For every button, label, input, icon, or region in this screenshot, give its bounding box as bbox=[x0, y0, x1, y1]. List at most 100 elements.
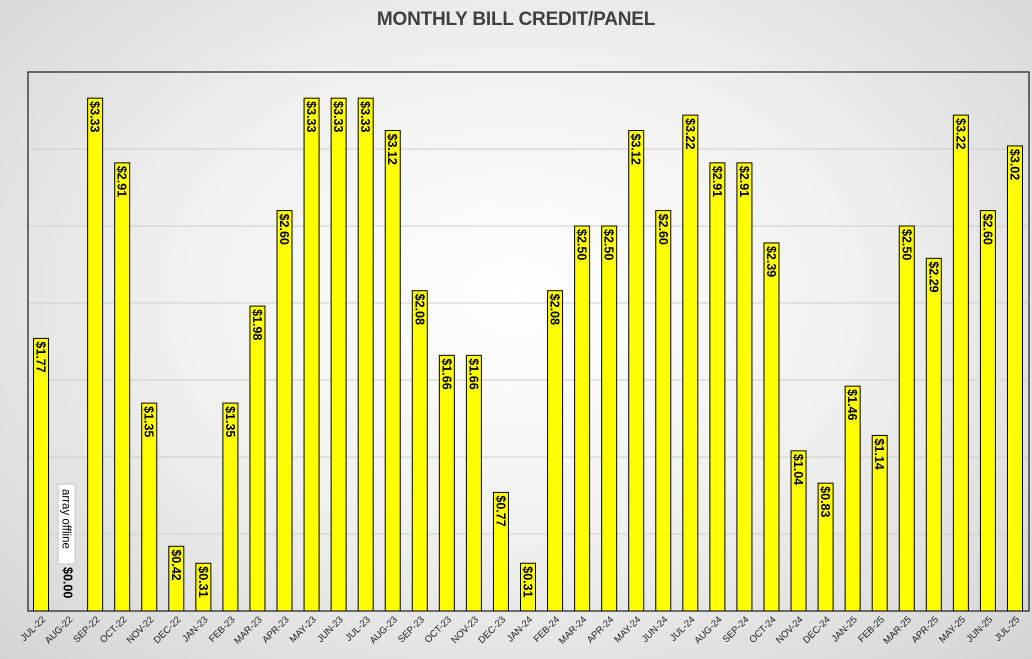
data-label: $2.91 bbox=[710, 166, 724, 197]
annotation-box bbox=[57, 483, 76, 565]
bar bbox=[1006, 145, 1023, 612]
bar bbox=[952, 114, 969, 612]
data-label: $2.50 bbox=[602, 229, 616, 260]
data-label: $3.12 bbox=[629, 134, 643, 165]
bar bbox=[898, 225, 915, 612]
data-label: $1.46 bbox=[845, 389, 859, 420]
bar bbox=[736, 162, 753, 612]
bar bbox=[465, 354, 482, 612]
data-label: $2.60 bbox=[277, 214, 291, 245]
x-tick-label: JAN-23 bbox=[180, 614, 210, 644]
x-tick-label: JUN-24 bbox=[640, 614, 671, 645]
data-label: $1.35 bbox=[142, 406, 156, 437]
plot-area-border bbox=[27, 71, 1030, 612]
x-tick-label: MAY-25 bbox=[937, 614, 968, 645]
x-tick-label: AUG-24 bbox=[692, 614, 724, 646]
x-tick-label: NOV-23 bbox=[449, 614, 481, 646]
data-label: $2.50 bbox=[899, 229, 913, 260]
bar bbox=[33, 337, 50, 612]
data-label: $1.35 bbox=[223, 406, 237, 437]
x-tick-label: MAY-23 bbox=[288, 614, 319, 645]
bar bbox=[547, 290, 564, 612]
x-tick-label: DEC-22 bbox=[152, 614, 184, 646]
bar bbox=[655, 210, 672, 612]
data-label: $0.83 bbox=[818, 486, 832, 517]
data-label: $2.39 bbox=[764, 246, 778, 277]
x-tick-label: DEC-23 bbox=[476, 614, 508, 646]
x-tick-label: MAR-24 bbox=[557, 614, 589, 646]
data-label: $1.77 bbox=[34, 341, 48, 372]
bar bbox=[979, 210, 996, 612]
bars bbox=[33, 97, 1023, 612]
x-tick-label: JUN-23 bbox=[315, 614, 346, 645]
x-tick-label: SEP-24 bbox=[721, 614, 752, 645]
x-tick-label: AUG-22 bbox=[43, 614, 75, 646]
x-tick-label: NOV-24 bbox=[774, 614, 806, 646]
bar bbox=[438, 354, 455, 612]
x-tick-label: SEP-22 bbox=[71, 614, 102, 645]
bar bbox=[411, 290, 428, 612]
data-label: $2.91 bbox=[115, 166, 129, 197]
data-label: $2.08 bbox=[548, 294, 562, 325]
x-tick-label: JAN-25 bbox=[830, 614, 860, 644]
data-label: $0.31 bbox=[521, 566, 535, 597]
data-label: $1.14 bbox=[872, 438, 886, 469]
gridlines bbox=[28, 148, 1029, 535]
data-label: $3.22 bbox=[953, 118, 967, 149]
data-label: $1.66 bbox=[466, 358, 480, 389]
annotations: array offline bbox=[57, 483, 76, 565]
bar bbox=[276, 210, 293, 612]
bar bbox=[330, 97, 347, 612]
data-label: $3.33 bbox=[88, 101, 102, 132]
data-label: $3.22 bbox=[683, 118, 697, 149]
x-tick-label: AUG-23 bbox=[368, 614, 400, 646]
data-label: $2.29 bbox=[926, 261, 940, 292]
bar bbox=[709, 162, 726, 612]
data-label: $3.12 bbox=[385, 134, 399, 165]
data-label: $3.33 bbox=[331, 101, 345, 132]
bar bbox=[303, 97, 320, 612]
data-label: $1.98 bbox=[250, 309, 264, 340]
x-tick-label: DEC-24 bbox=[801, 614, 833, 646]
bar bbox=[114, 162, 131, 612]
x-tick-label: MAY-24 bbox=[612, 614, 643, 645]
bar bbox=[682, 114, 699, 612]
bar bbox=[384, 130, 401, 612]
data-label: $2.08 bbox=[412, 294, 426, 325]
data-label: $3.33 bbox=[304, 101, 318, 132]
data-label: $0.31 bbox=[196, 566, 210, 597]
x-tick-label: JAN-24 bbox=[505, 614, 535, 644]
bar bbox=[574, 225, 591, 612]
x-tick-label: OCT-24 bbox=[747, 614, 778, 645]
data-label: $0.00 bbox=[61, 567, 75, 598]
data-label: $3.33 bbox=[358, 101, 372, 132]
annotation-text: array offline bbox=[60, 489, 72, 549]
data-labels: $1.77 $0.00 $3.33 $2.91 $1.35 $0.42 $0.31 $1.35… bbox=[34, 101, 1022, 598]
data-label: $1.66 bbox=[439, 358, 453, 389]
bar bbox=[628, 130, 645, 612]
x-tick-label: SEP-23 bbox=[396, 614, 427, 645]
x-tick-label: APR-23 bbox=[260, 614, 291, 645]
bar bbox=[925, 257, 942, 612]
x-tick-label: MAR-25 bbox=[881, 614, 913, 646]
x-tick-label: APR-24 bbox=[585, 614, 616, 645]
x-tick-label: JUL-25 bbox=[993, 614, 1022, 643]
x-tick-label: NOV-22 bbox=[125, 614, 157, 646]
data-label: $2.60 bbox=[980, 214, 994, 245]
data-label: $0.42 bbox=[169, 549, 183, 580]
x-tick-label: APR-25 bbox=[910, 614, 941, 645]
x-tick-label: OCT-22 bbox=[98, 614, 129, 645]
data-label: $0.77 bbox=[493, 495, 507, 526]
data-label: $2.50 bbox=[575, 229, 589, 260]
data-label: $3.02 bbox=[1007, 149, 1021, 180]
x-tick-label: JUN-25 bbox=[964, 614, 995, 645]
data-label: $2.60 bbox=[656, 214, 670, 245]
x-tick-label: MAR-23 bbox=[232, 614, 264, 646]
data-label: $2.91 bbox=[737, 166, 751, 197]
data-label: $1.04 bbox=[791, 454, 805, 485]
bar bbox=[763, 242, 780, 612]
bar bbox=[87, 97, 104, 612]
bar bbox=[249, 305, 266, 612]
